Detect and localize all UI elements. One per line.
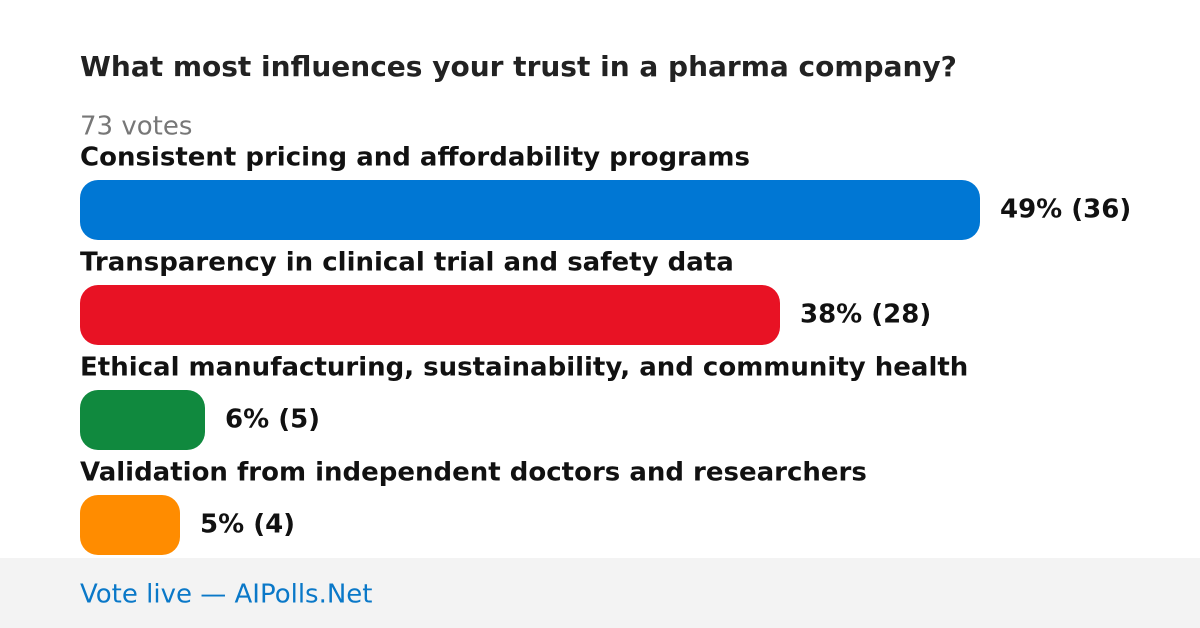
option-label: Transparency in clinical trial and safet… [80, 248, 734, 278]
value-label: 49% (36) [1000, 195, 1131, 225]
value-label: 5% (4) [200, 510, 295, 540]
option-label: Validation from independent doctors and … [80, 458, 867, 488]
value-label: 38% (28) [800, 300, 931, 330]
bar [80, 390, 205, 450]
footer-link[interactable]: Vote live — AIPolls.Net [80, 580, 373, 610]
poll-title: What most influences your trust in a pha… [80, 50, 957, 83]
option-label: Ethical manufacturing, sustainability, a… [80, 353, 968, 383]
bar [80, 180, 980, 240]
bar [80, 285, 780, 345]
bar [80, 495, 180, 555]
value-label: 6% (5) [225, 405, 320, 435]
option-label: Consistent pricing and affordability pro… [80, 143, 750, 173]
footer-bar [0, 558, 1200, 628]
vote-count: 73 votes [80, 112, 192, 142]
